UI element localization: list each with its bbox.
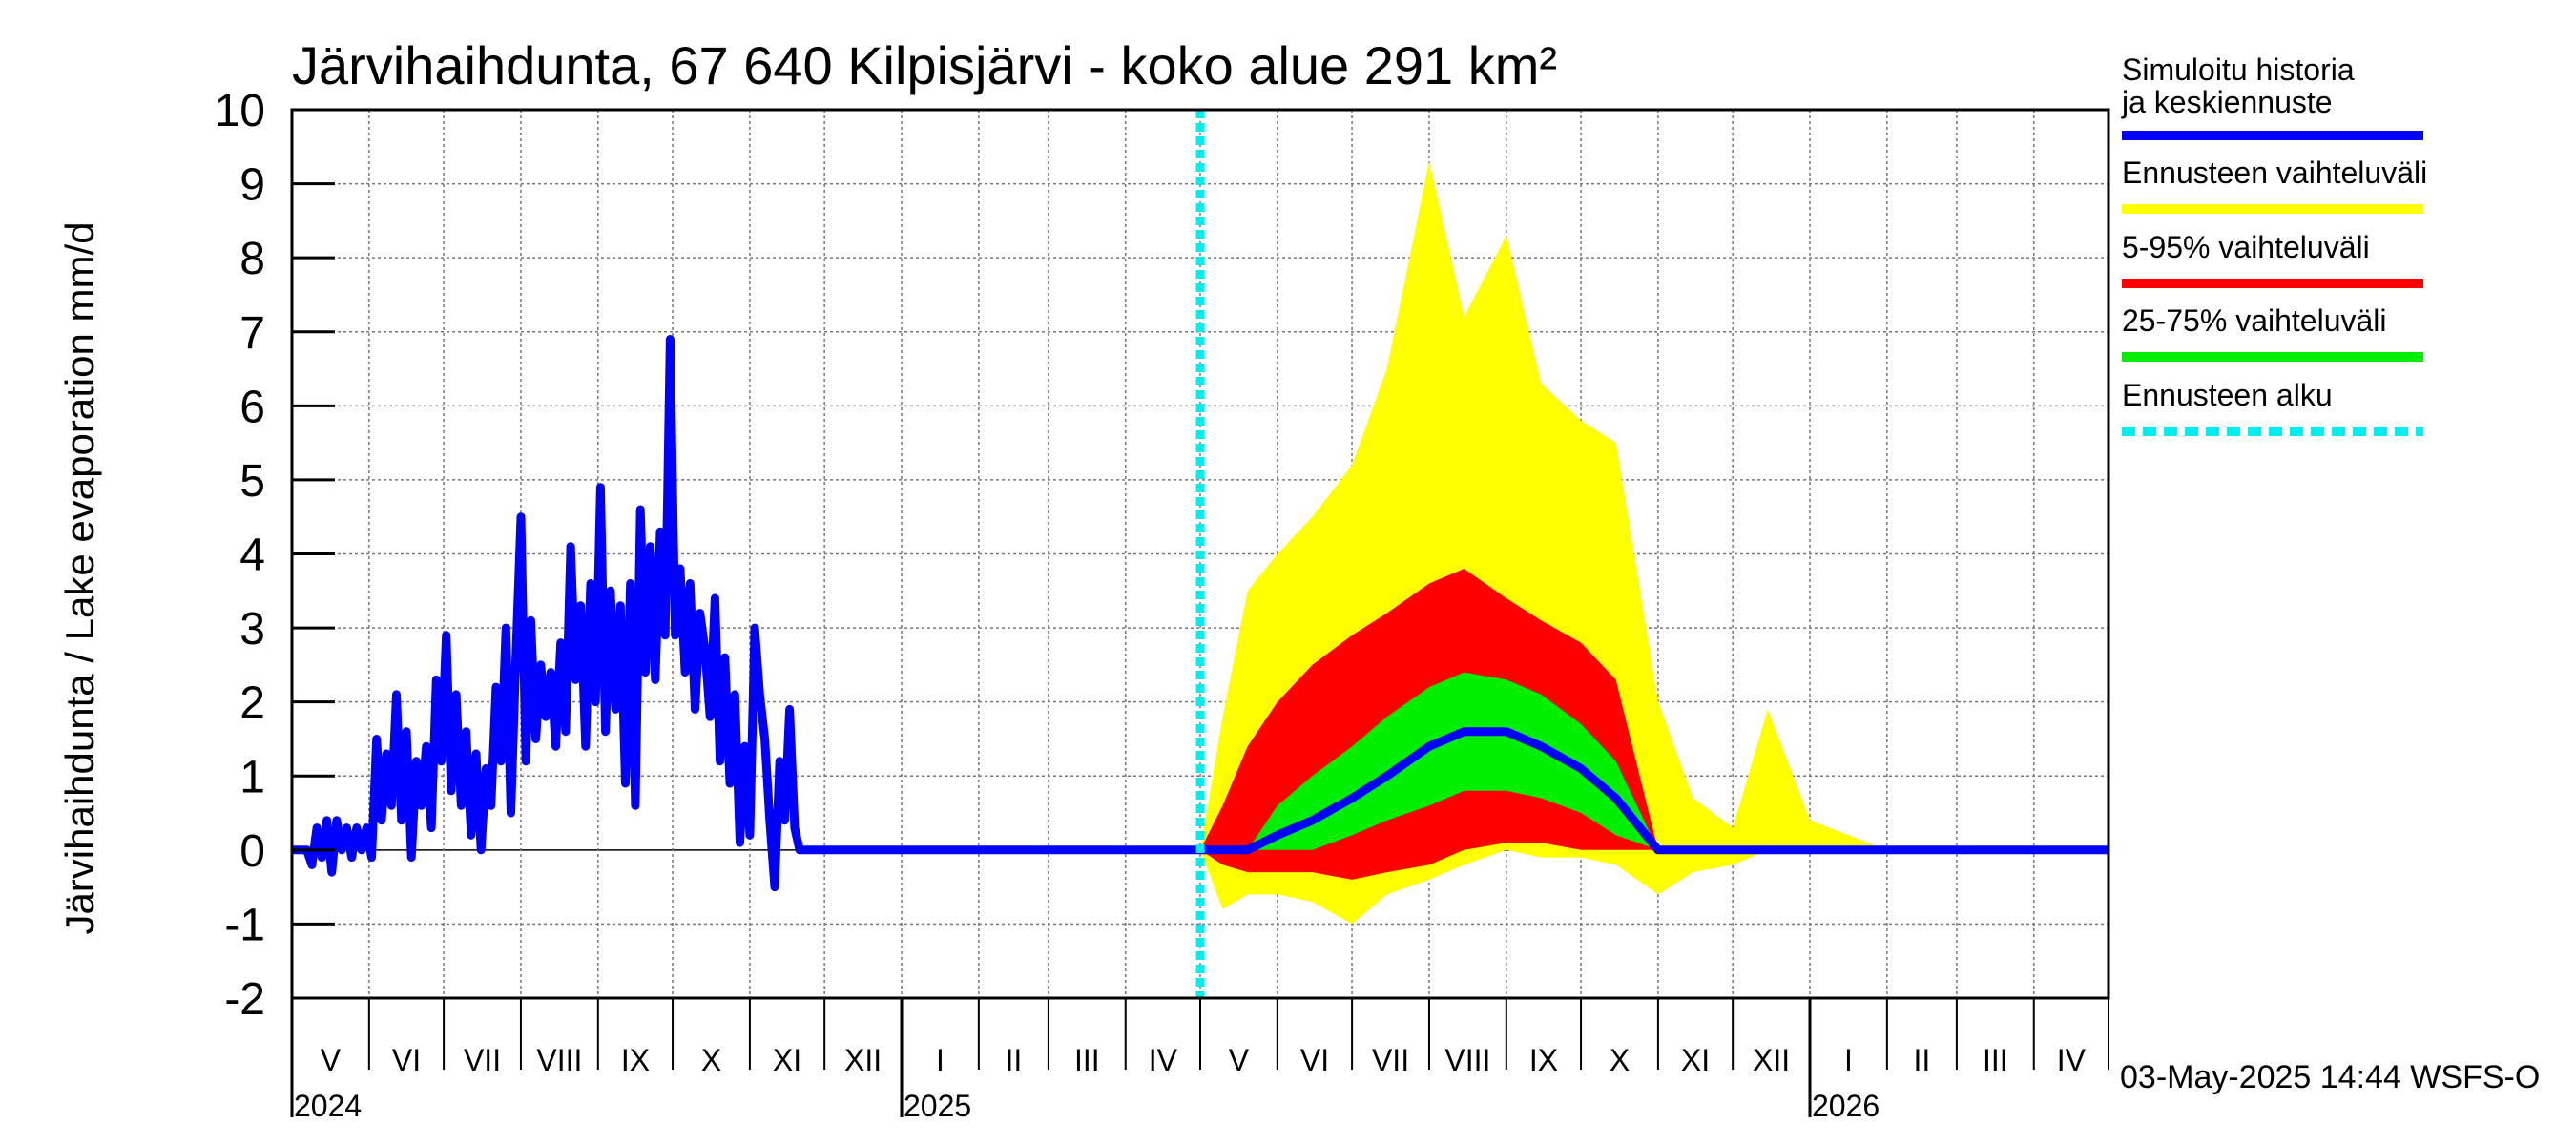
y-axis-label: Järvihaihdunta / Lake evaporation mm/d: [57, 221, 102, 934]
x-month-label: III: [1983, 1043, 2008, 1077]
timestamp: 03-May-2025 14:44 WSFS-O: [2120, 1059, 2540, 1095]
history-line: [292, 335, 1200, 892]
x-month-label: II: [1913, 1043, 1930, 1077]
x-month-label: V: [321, 1043, 342, 1077]
forecast-mean-line: [1200, 727, 2109, 855]
legend-label: Ennusteen alku: [2122, 378, 2333, 412]
x-month-label: XI: [1681, 1043, 1710, 1077]
y-tick-label: 4: [239, 531, 265, 581]
x-month-label: V: [1229, 1043, 1250, 1077]
y-tick-label: 1: [239, 752, 265, 802]
chart-title: Järvihaihdunta, 67 640 Kilpisjärvi - kok…: [292, 35, 1557, 95]
x-month-label: VI: [392, 1043, 421, 1077]
x-month-label: VIII: [1444, 1043, 1490, 1077]
x-month-label: VIII: [536, 1043, 582, 1077]
y-tick-label: 5: [239, 456, 265, 507]
y-tick-label: 6: [239, 382, 265, 432]
y-tick-label: 10: [215, 86, 265, 136]
legend-label: Simuloitu historia: [2122, 52, 2355, 87]
x-month-label: X: [701, 1043, 721, 1077]
x-month-label: X: [1610, 1043, 1630, 1077]
y-tick-label: 3: [239, 604, 265, 655]
x-month-label: VI: [1300, 1043, 1329, 1077]
x-month-label: XI: [773, 1043, 801, 1077]
band-25-75: [1200, 672, 2109, 850]
legend-label: 25-75% vaihteluväli: [2122, 303, 2387, 338]
x-month-label: IV: [2057, 1043, 2087, 1077]
x-month-label: II: [1005, 1043, 1022, 1077]
x-month-label: VII: [464, 1043, 501, 1077]
y-tick-label: 7: [239, 308, 265, 359]
legend-label: Ennusteen vaihteluväli: [2122, 156, 2427, 190]
x-year-label: 2025: [904, 1089, 971, 1123]
legend-label: ja keskiennuste: [2121, 85, 2333, 119]
x-month-label: IX: [621, 1043, 650, 1077]
y-ticks: -2 -1 0 1 2 3 4 5 6 7 8 9 10: [215, 86, 335, 1025]
x-year-label: 2024: [294, 1089, 362, 1123]
x-month-label: I: [936, 1043, 945, 1077]
x-month-label: IV: [1149, 1043, 1178, 1077]
x-month-label: XII: [1753, 1043, 1790, 1077]
x-year-label: 2026: [1812, 1089, 1880, 1123]
y-tick-label: 8: [239, 234, 265, 284]
x-ticks: V VI VII VIII IX X XI XII I II III IV V VI VII VIII IX X X…: [290, 998, 2109, 1123]
series-lines: [292, 110, 2109, 998]
x-month-label: VII: [1372, 1043, 1409, 1077]
x-month-label: I: [1844, 1043, 1853, 1077]
x-month-label: XII: [844, 1043, 882, 1077]
forecast-bands: [1200, 161, 2109, 925]
legend-label: 5-95% vaihteluväli: [2122, 230, 2370, 264]
y-tick-label: 0: [239, 826, 265, 877]
x-month-label: IX: [1529, 1043, 1558, 1077]
y-tick-label: -1: [224, 900, 265, 950]
y-tick-label: 2: [239, 678, 265, 729]
x-month-label: III: [1074, 1043, 1100, 1077]
y-tick-label: -2: [224, 974, 265, 1025]
y-tick-label: 9: [239, 160, 265, 211]
